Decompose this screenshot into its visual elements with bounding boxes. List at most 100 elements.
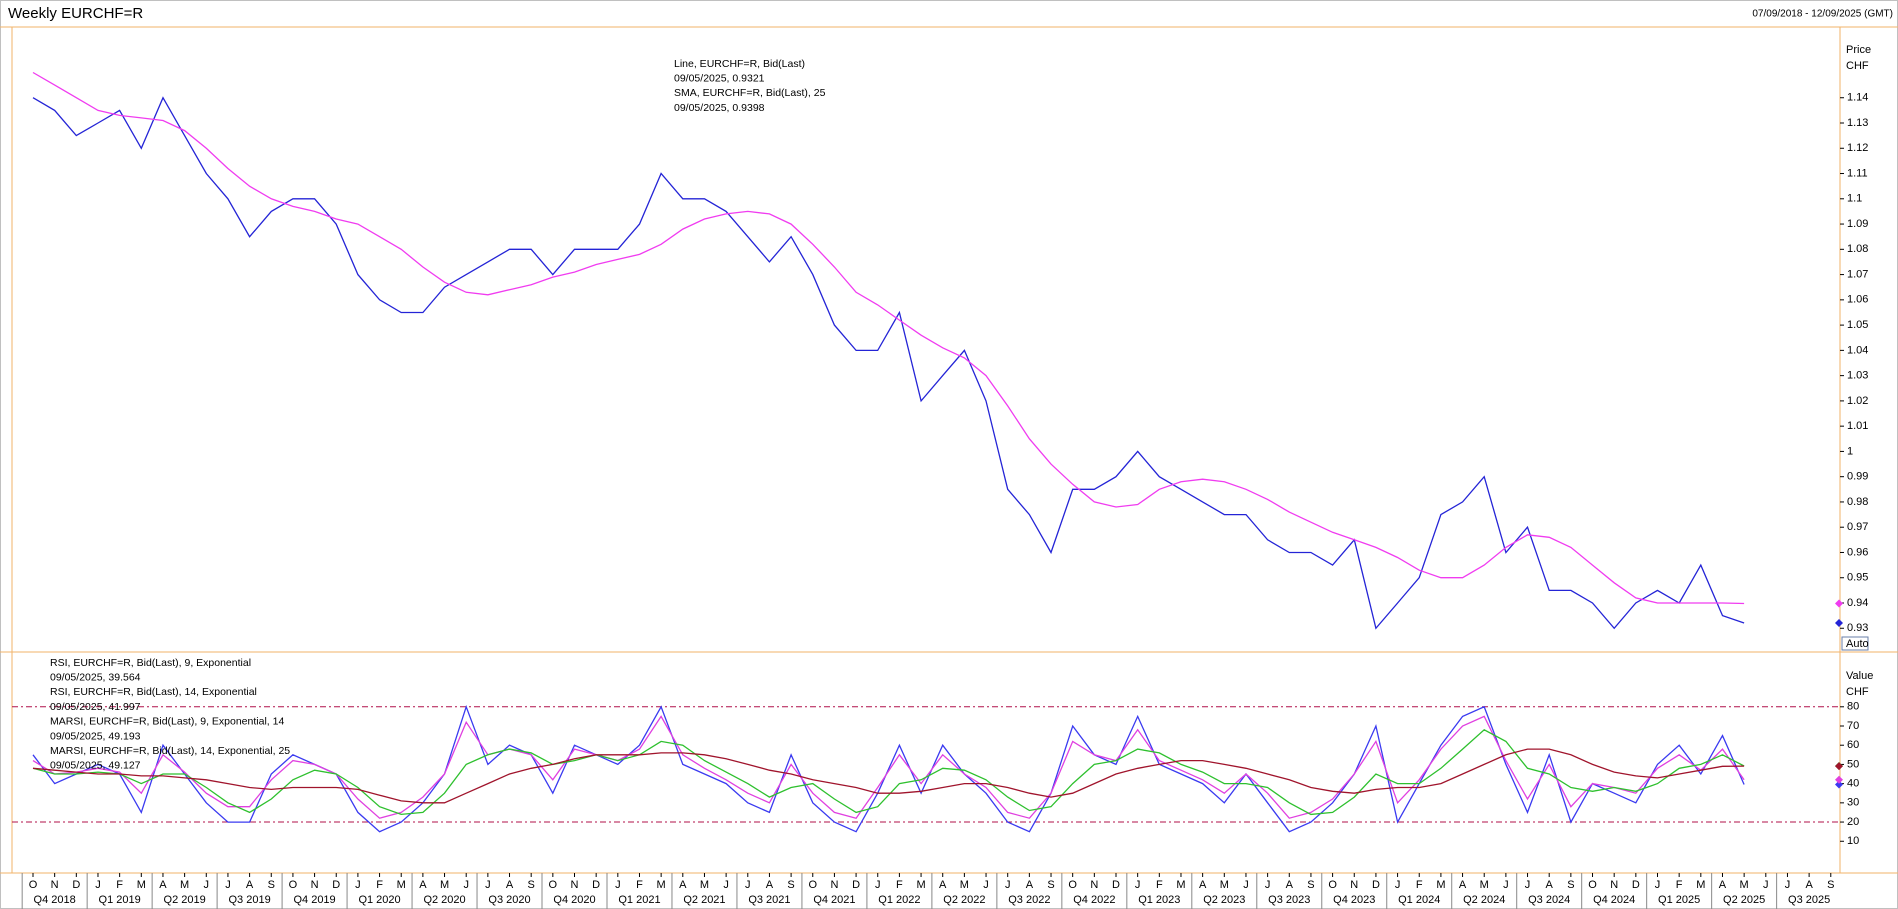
x-tick-label: A [1459,879,1467,891]
quarter-label: Q4 2018 [34,894,76,906]
quarter-label: Q1 2024 [1398,894,1440,906]
y-unit: CHF [1846,60,1869,72]
y-label: Value [1846,670,1873,682]
y-tick-label: 60 [1847,739,1859,751]
chart-title: Weekly EURCHF=R [8,5,143,22]
x-tick-label: J [355,879,361,891]
quarter-label: Q3 2020 [488,894,530,906]
x-tick-label: N [571,879,579,891]
x-tick-label: M [916,879,925,891]
x-tick-label: D [1112,879,1120,891]
quarter-label: Q3 2025 [1788,894,1830,906]
quarter-label: Q3 2024 [1528,894,1570,906]
quarter-label: Q2 2023 [1203,894,1245,906]
x-tick-label: A [1026,879,1034,891]
y-tick-label: 1.11 [1847,167,1868,179]
x-tick-label: F [896,879,903,891]
x-tick-label: O [549,879,558,891]
y-tick-label: 1.06 [1847,294,1868,306]
quarter-label: Q2 2022 [943,894,985,906]
x-tick-label: M [440,879,449,891]
x-tick-label: D [852,879,860,891]
legend-last: 09/05/2025, 0.9321 [674,72,765,84]
x-tick-label: J [1785,879,1791,891]
x-tick-label: A [679,879,687,891]
x-tick-label: F [1676,879,1683,891]
x-tick-label: N [1090,879,1098,891]
x-tick-label: J [463,879,469,891]
x-tick-label: A [939,879,947,891]
x-tick-label: J [485,879,491,891]
x-tick-label: M [397,879,406,891]
quarter-label: Q4 2019 [293,894,335,906]
quarter-label: Q2 2021 [683,894,725,906]
x-tick-label: A [419,879,427,891]
x-tick-label: M [1740,879,1749,891]
y-tick-label: 70 [1847,720,1859,732]
x-tick-label: J [723,879,729,891]
quarter-label: Q2 2025 [1723,894,1765,906]
quarter-label: Q1 2022 [878,894,920,906]
x-tick-label: J [875,879,881,891]
x-tick-label: M [1696,879,1705,891]
x-tick-label: O [289,879,298,891]
x-tick-label: F [636,879,643,891]
x-tick-label: J [615,879,621,891]
auto-label[interactable]: Auto [1846,638,1869,650]
x-tick-label: D [72,879,80,891]
x-tick-label: M [1176,879,1185,891]
y-tick-label: 1.02 [1847,395,1868,407]
legend-last: 09/05/2025, 39.564 [50,671,141,683]
x-tick-label: F [116,879,123,891]
legend-last: 09/05/2025, 41.997 [50,701,141,713]
date-range: 07/09/2018 - 12/09/2025 (GMT) [1752,9,1893,20]
y-tick-label: 80 [1847,701,1859,713]
x-tick-label: J [95,879,101,891]
x-tick-label: N [830,879,838,891]
series-line [32,96,1745,630]
x-tick-label: N [1610,879,1618,891]
series-line [32,748,1745,804]
x-tick-label: M [137,879,146,891]
y-tick-label: 1.1 [1847,193,1862,205]
legend-last: 09/05/2025, 49.127 [50,760,141,772]
y-tick-label: 50 [1847,758,1859,770]
x-tick-label: M [1220,879,1229,891]
quarter-label: Q1 2025 [1658,894,1700,906]
auto-button[interactable] [1841,636,1869,651]
quarter-label: Q1 2019 [99,894,141,906]
quarter-label: Q3 2022 [1008,894,1050,906]
y-unit: CHF [1846,686,1869,698]
x-tick-label: A [766,879,774,891]
quarter-label: Q3 2023 [1268,894,1310,906]
y-tick-label: 0.94 [1847,597,1868,609]
x-tick-label: J [1135,879,1141,891]
quarter-label: Q4 2024 [1593,894,1635,906]
y-tick-label: 0.97 [1847,521,1868,533]
quarter-label: Q2 2019 [164,894,206,906]
x-tick-label: A [1286,879,1294,891]
x-tick-label: M [700,879,709,891]
last-value-marker [1835,775,1843,784]
x-tick-label: M [960,879,969,891]
x-tick-label: A [1199,879,1207,891]
y-tick-label: 10 [1847,835,1859,847]
quarter-label: Q1 2021 [618,894,660,906]
legend-name: SMA, EURCHF=R, Bid(Last), 25 [674,87,826,99]
last-value-marker [1835,762,1843,771]
x-tick-label: M [180,879,189,891]
legend-name: RSI, EURCHF=R, Bid(Last), 14, Exponentia… [50,686,257,698]
x-tick-label: F [1156,879,1163,891]
x-tick-label: N [51,879,59,891]
x-tick-label: S [528,879,535,891]
legend-name: Line, EURCHF=R, Bid(Last) [674,58,805,70]
last-value-marker [1835,780,1843,789]
x-tick-label: N [311,879,319,891]
x-tick-label: M [657,879,666,891]
legend-name: RSI, EURCHF=R, Bid(Last), 9, Exponential [50,657,251,669]
series-line [32,729,1745,816]
x-tick-label: M [1436,879,1445,891]
